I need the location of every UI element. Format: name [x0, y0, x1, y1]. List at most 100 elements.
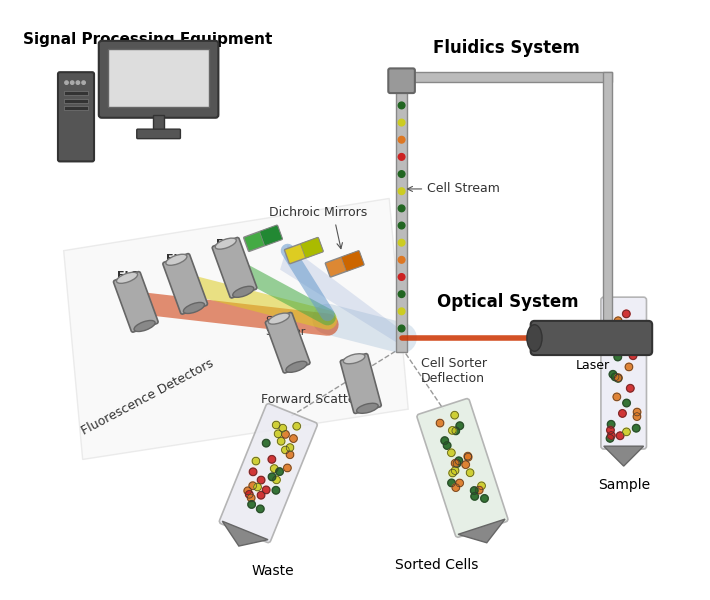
Polygon shape	[604, 446, 644, 466]
FancyBboxPatch shape	[244, 225, 283, 251]
Circle shape	[451, 412, 459, 419]
Circle shape	[398, 171, 405, 178]
FancyBboxPatch shape	[530, 321, 652, 355]
Circle shape	[462, 461, 469, 469]
Circle shape	[610, 325, 618, 332]
Circle shape	[611, 373, 619, 381]
Circle shape	[625, 363, 633, 371]
Circle shape	[282, 446, 289, 454]
Ellipse shape	[166, 254, 187, 265]
Circle shape	[279, 424, 287, 432]
Ellipse shape	[268, 313, 290, 324]
Circle shape	[257, 476, 265, 484]
Circle shape	[283, 464, 291, 472]
Bar	[64, 91, 88, 95]
Ellipse shape	[215, 238, 236, 249]
Circle shape	[611, 329, 618, 336]
FancyBboxPatch shape	[212, 238, 257, 298]
Circle shape	[452, 484, 459, 491]
Text: Optical System: Optical System	[437, 293, 579, 311]
FancyBboxPatch shape	[266, 313, 310, 373]
Circle shape	[629, 332, 637, 340]
Circle shape	[244, 487, 251, 494]
Circle shape	[623, 399, 630, 407]
FancyBboxPatch shape	[601, 297, 647, 449]
Circle shape	[633, 408, 641, 416]
Bar	[64, 106, 88, 110]
Circle shape	[621, 329, 629, 337]
Text: Fluidics System: Fluidics System	[432, 39, 579, 57]
Bar	[402, 72, 612, 82]
Circle shape	[398, 257, 405, 263]
Circle shape	[398, 239, 405, 246]
Text: FL2: FL2	[166, 254, 188, 264]
Circle shape	[398, 188, 405, 194]
Bar	[603, 72, 612, 328]
Circle shape	[623, 428, 630, 436]
Circle shape	[449, 427, 456, 434]
Circle shape	[436, 419, 444, 427]
Circle shape	[398, 102, 405, 109]
Polygon shape	[280, 245, 402, 346]
Ellipse shape	[356, 403, 378, 413]
Circle shape	[615, 374, 622, 382]
Circle shape	[398, 274, 405, 280]
Circle shape	[629, 352, 637, 359]
Circle shape	[614, 317, 622, 325]
Circle shape	[452, 427, 459, 434]
Circle shape	[246, 491, 253, 498]
Circle shape	[471, 493, 479, 500]
Circle shape	[617, 340, 624, 348]
Text: Side
Scatter: Side Scatter	[265, 316, 305, 337]
Circle shape	[271, 465, 278, 472]
Circle shape	[447, 449, 455, 457]
Circle shape	[478, 482, 486, 490]
Circle shape	[441, 437, 449, 445]
Circle shape	[290, 435, 297, 442]
FancyBboxPatch shape	[58, 72, 94, 161]
Circle shape	[274, 430, 282, 437]
Circle shape	[456, 479, 464, 487]
Circle shape	[606, 434, 614, 442]
Circle shape	[606, 427, 614, 434]
Circle shape	[263, 439, 270, 447]
Circle shape	[293, 422, 300, 430]
Circle shape	[278, 437, 285, 445]
Polygon shape	[458, 519, 505, 543]
Circle shape	[398, 308, 405, 314]
Circle shape	[608, 330, 616, 338]
Text: Sample: Sample	[598, 478, 650, 491]
Text: Cell Sorter
Deflection: Cell Sorter Deflection	[420, 357, 486, 385]
Text: Fluorescence Detectors: Fluorescence Detectors	[79, 356, 215, 437]
Circle shape	[609, 371, 617, 378]
Text: Signal Processing Equipment: Signal Processing Equipment	[23, 32, 272, 47]
Text: Forward Scatter: Forward Scatter	[261, 393, 360, 406]
Ellipse shape	[116, 272, 138, 283]
Circle shape	[398, 136, 405, 143]
Circle shape	[623, 310, 630, 317]
Polygon shape	[222, 521, 268, 546]
Circle shape	[275, 468, 283, 475]
FancyBboxPatch shape	[342, 251, 364, 271]
Text: Cell Stream: Cell Stream	[408, 182, 500, 196]
Circle shape	[263, 486, 270, 494]
FancyBboxPatch shape	[260, 225, 283, 245]
FancyBboxPatch shape	[99, 41, 219, 118]
FancyBboxPatch shape	[114, 272, 158, 332]
Circle shape	[82, 81, 85, 85]
Circle shape	[448, 479, 455, 487]
Circle shape	[273, 476, 280, 484]
FancyBboxPatch shape	[285, 238, 323, 264]
Text: Laser: Laser	[575, 359, 609, 372]
Circle shape	[614, 374, 622, 382]
Circle shape	[398, 222, 405, 229]
Ellipse shape	[527, 325, 542, 351]
Circle shape	[247, 494, 255, 502]
Polygon shape	[64, 199, 408, 460]
FancyBboxPatch shape	[340, 353, 381, 413]
Circle shape	[633, 424, 640, 432]
Circle shape	[608, 431, 615, 439]
Circle shape	[623, 327, 630, 334]
Circle shape	[626, 385, 634, 392]
FancyBboxPatch shape	[325, 251, 364, 277]
